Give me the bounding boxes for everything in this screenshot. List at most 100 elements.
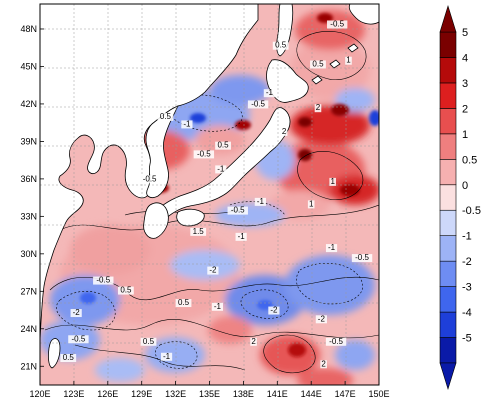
contour-label: -0.5 [355,253,369,262]
contour-label: -2 [270,306,278,315]
x-tick-label: 141E [267,389,288,399]
contour-label: 1 [330,177,335,186]
japan-kyushu [143,202,169,239]
y-tick-label: 39N [20,136,37,146]
contour-label-bg [160,352,173,361]
contour-label-bg [263,89,275,98]
contour-label: -1 [238,232,246,241]
x-tick-label: 150E [368,389,389,399]
contour-label-bg [254,197,266,206]
colorbar-label: -5 [462,333,472,345]
japan-shikoku [176,208,205,227]
kuril-islands [311,43,359,85]
anomaly-patches [40,10,379,385]
contour-label: -1 [183,119,191,128]
colorbar-label: 4 [462,52,468,64]
contour-label: -0.5 [72,334,86,343]
negative-contour-lines [56,94,363,369]
contour-label: -0.5 [197,149,211,158]
contour-label-bg [307,200,315,209]
colorbar-segment [439,235,457,262]
colorbar-upper-extension [439,4,457,33]
contour-label: 1 [346,56,351,65]
y-tick-label: 27N [20,286,37,296]
contour-label-bg [250,337,257,346]
contour-label-bg [329,177,336,186]
contour-label: 0.5 [160,112,172,121]
contour-label-bg [235,232,247,241]
contour-label-bg [272,41,289,50]
colorbar: 5 4 3 2 1 0.5 0 -0.5 -1 -2 -3 -4 -5 [439,4,481,391]
contour-label: -2 [318,314,326,323]
contour-label: 0.5 [312,59,324,68]
colorbar-segment [439,286,457,313]
y-tick-label: 24N [20,324,37,334]
contour-label: -0.5 [251,99,265,108]
contour-label: -1 [266,88,274,97]
contour-label-bg [193,150,215,159]
contour-label-bg [268,306,280,315]
contour-label-bg [139,175,160,184]
colorbar-label: -3 [462,282,472,294]
contour-label-bg [175,299,192,308]
colorbar-segment [439,31,457,58]
y-tick-label: 36N [20,174,37,184]
contour-label-bg [181,120,193,129]
x-tick-label: 144E [301,389,322,399]
colorbar-label: 3 [462,78,468,90]
contour-label-bg [345,56,352,65]
map-axes: 120E 123E 126E 129E 132E 135E 138E 141E 144E 147E… [20,24,389,399]
contour-label: -0.5 [231,206,245,215]
contour-label-bg [351,254,373,263]
contour-label-bg [157,112,174,121]
contour-label-bg [70,309,82,318]
y-tick-label: 48N [20,24,37,34]
contour-label-bg [60,354,77,363]
x-tick-label: 126E [97,389,118,399]
colorbar-label: -2 [462,256,472,268]
contour-label-bg [325,337,347,346]
contour-label-bg [93,276,114,285]
colorbar-segment [439,82,457,109]
colorbar-segment [439,260,457,287]
contour-label: -1 [328,243,336,252]
y-tick-label: 45N [20,61,37,71]
contour-label-bg [315,315,327,324]
contour-label-bg [314,104,322,113]
colorbar-segment [439,209,457,236]
contour-label-bg [190,227,207,236]
x-tick-label: 147E [335,389,356,399]
colorbar-label: 1 [462,129,468,141]
contour-label: -2 [209,266,217,275]
contour-label-bg [211,302,224,311]
x-tick-label: 135E [199,389,220,399]
contour-label-bg [215,165,227,174]
contour-label: 0.5 [178,298,190,307]
colorbar-label: 0 [462,180,468,192]
contour-label: 0.5 [217,141,229,150]
contour-lines [44,30,379,374]
contour-label: 1.5 [193,227,205,236]
colorbar-label: -1 [462,231,472,243]
x-tick-label: 132E [165,389,186,399]
contour-label: -0.5 [96,276,110,285]
colorbar-segment [439,184,457,211]
contour-label: 0.5 [63,353,75,362]
contour-label: -0.5 [143,174,157,183]
y-tick-label: 30N [20,249,37,259]
colorbar-segment [439,159,457,186]
contour-label: 0.5 [120,286,132,295]
contour-label-bg [247,100,269,109]
y-tick-label: 33N [20,211,37,221]
contour-label: 0.5 [275,41,287,50]
x-tick-label: 129E [131,389,152,399]
colorbar-label: 2 [462,103,468,115]
contour-label: 2 [282,127,287,136]
contour-label-bg [227,206,248,215]
contour-label: -1 [214,302,222,311]
contour-label-bg [325,244,338,253]
x-tick-label: 120E [29,389,50,399]
